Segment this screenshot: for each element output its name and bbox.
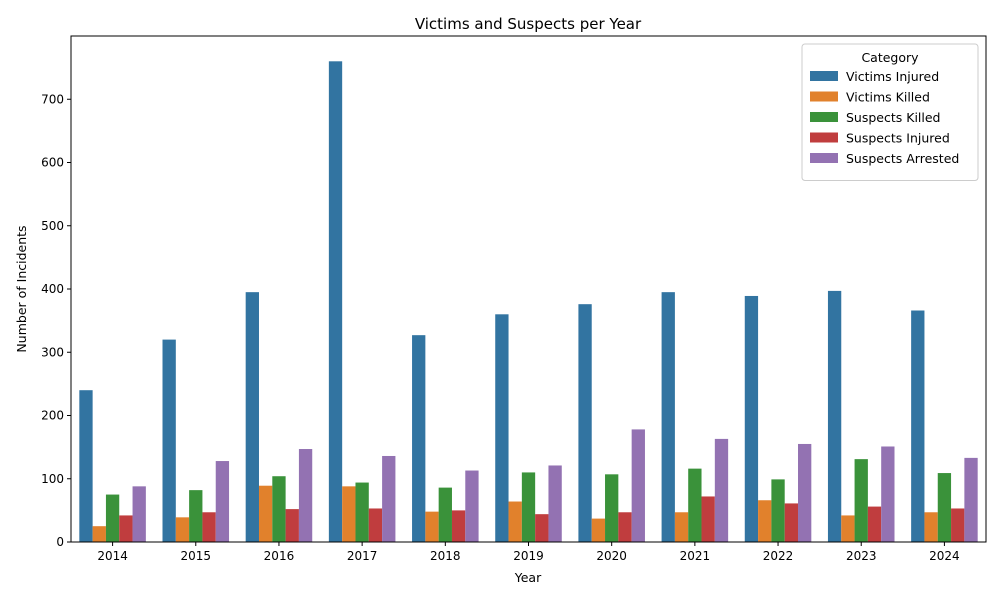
bar-suspects-injured-2014 xyxy=(119,515,133,542)
legend-label: Victims Killed xyxy=(846,90,930,105)
bar-victims-killed-2017 xyxy=(342,486,356,542)
bar-victims-killed-2019 xyxy=(508,501,522,542)
bar-suspects-killed-2015 xyxy=(189,490,203,542)
x-tick-label: 2019 xyxy=(513,549,544,563)
bar-suspects-injured-2022 xyxy=(784,503,799,542)
legend-box xyxy=(801,43,979,181)
bar-suspects-injured-2015 xyxy=(202,512,216,542)
y-tick-label: 100 xyxy=(41,472,64,486)
legend-swatch xyxy=(810,132,838,143)
y-axis-label: Number of Incidents xyxy=(14,225,29,352)
legend: Category Victims Injured Victims Killed Sus… xyxy=(801,43,979,181)
bar-suspects-killed-2021 xyxy=(688,468,702,542)
x-tick-label: 2024 xyxy=(929,549,960,563)
bar-victims-injured-2023 xyxy=(827,290,842,542)
axes-group: 2014 2015 2016 2017 2018 2019 2020 2021 2022 2023… xyxy=(41,35,987,563)
x-tick-label: 2016 xyxy=(264,549,295,563)
bar-suspects-arrested-2022 xyxy=(798,443,812,542)
bar-suspects-arrested-2015 xyxy=(215,461,230,542)
y-tick-label: 600 xyxy=(41,156,64,170)
bar-victims-injured-2021 xyxy=(661,292,675,542)
bar-victims-killed-2016 xyxy=(258,485,273,542)
bar-suspects-killed-2024 xyxy=(937,473,952,542)
bar-suspects-arrested-2021 xyxy=(714,438,729,542)
y-tick-label: 300 xyxy=(41,345,64,359)
bar-victims-killed-2023 xyxy=(841,515,855,542)
legend-swatch xyxy=(810,71,838,81)
x-axis-label: Year xyxy=(514,570,542,585)
x-tick-label: 2014 xyxy=(97,549,128,563)
x-tick-label: 2017 xyxy=(347,549,378,563)
bar-suspects-injured-2016 xyxy=(285,509,299,542)
bar-suspects-injured-2021 xyxy=(701,496,715,542)
x-tick-label: 2021 xyxy=(680,549,711,563)
bar-suspects-arrested-2014 xyxy=(132,486,146,542)
bar-victims-killed-2015 xyxy=(175,517,190,542)
bar-victims-injured-2017 xyxy=(328,61,343,543)
bar-suspects-injured-2024 xyxy=(951,508,965,542)
x-tick-label: 2015 xyxy=(180,549,211,563)
legend-label: Victims Injured xyxy=(846,69,939,84)
bar-suspects-killed-2020 xyxy=(605,474,619,542)
bar-victims-killed-2014 xyxy=(92,526,106,542)
x-tick-label: 2022 xyxy=(763,549,794,563)
x-tick-label: 2023 xyxy=(846,549,877,563)
bar-suspects-arrested-2023 xyxy=(881,446,895,542)
bar-suspects-arrested-2020 xyxy=(631,429,645,542)
y-tick-label: 0 xyxy=(56,535,64,549)
bar-suspects-arrested-2019 xyxy=(548,465,562,542)
bar-victims-injured-2024 xyxy=(911,310,925,542)
bar-suspects-killed-2019 xyxy=(521,472,536,542)
legend-label: Suspects Arrested xyxy=(846,151,959,166)
bar-victims-killed-2021 xyxy=(674,512,689,542)
bar-victims-killed-2020 xyxy=(591,518,606,542)
bar-victims-injured-2016 xyxy=(245,292,259,542)
bar-victims-injured-2014 xyxy=(79,390,93,542)
legend-swatch xyxy=(810,153,838,163)
bar-victims-killed-2024 xyxy=(924,512,938,542)
x-tick-label: 2018 xyxy=(430,549,461,563)
legend-label: Suspects Killed xyxy=(846,110,941,125)
bar-suspects-injured-2019 xyxy=(535,514,549,542)
y-tick-label: 200 xyxy=(41,409,64,423)
legend-swatch xyxy=(810,91,838,102)
y-tick-label: 400 xyxy=(41,282,64,296)
bar-suspects-injured-2023 xyxy=(867,506,882,542)
legend-label: Suspects Injured xyxy=(846,131,950,146)
legend-swatch xyxy=(810,112,838,122)
bar-suspects-arrested-2018 xyxy=(465,470,479,542)
y-tick-label: 700 xyxy=(41,92,64,106)
bar-suspects-killed-2014 xyxy=(105,494,120,542)
bar-victims-injured-2015 xyxy=(162,339,176,542)
bar-suspects-killed-2018 xyxy=(438,487,452,542)
x-tick-label: 2020 xyxy=(596,549,627,563)
bar-victims-killed-2018 xyxy=(425,511,439,542)
bar-suspects-injured-2017 xyxy=(368,508,383,542)
bar-suspects-killed-2017 xyxy=(355,482,369,542)
bar-suspects-injured-2018 xyxy=(451,510,466,543)
bar-victims-injured-2022 xyxy=(744,295,759,542)
bars-group xyxy=(79,61,978,543)
bar-suspects-arrested-2017 xyxy=(382,455,396,542)
bar-suspects-arrested-2024 xyxy=(964,457,978,542)
bar-suspects-killed-2023 xyxy=(854,459,868,542)
bar-suspects-injured-2020 xyxy=(618,512,632,542)
bar-suspects-killed-2016 xyxy=(272,476,286,542)
bar-victims-injured-2019 xyxy=(495,314,509,542)
bar-suspects-killed-2022 xyxy=(771,479,785,542)
legend-title: Category xyxy=(861,50,919,65)
y-tick-label: 500 xyxy=(41,219,64,233)
bar-victims-injured-2018 xyxy=(412,335,426,542)
chart-title: Victims and Suspects per Year xyxy=(415,15,642,33)
bar-suspects-arrested-2016 xyxy=(298,449,313,542)
bar-victims-injured-2020 xyxy=(578,304,592,542)
bar-victims-killed-2022 xyxy=(758,500,772,542)
